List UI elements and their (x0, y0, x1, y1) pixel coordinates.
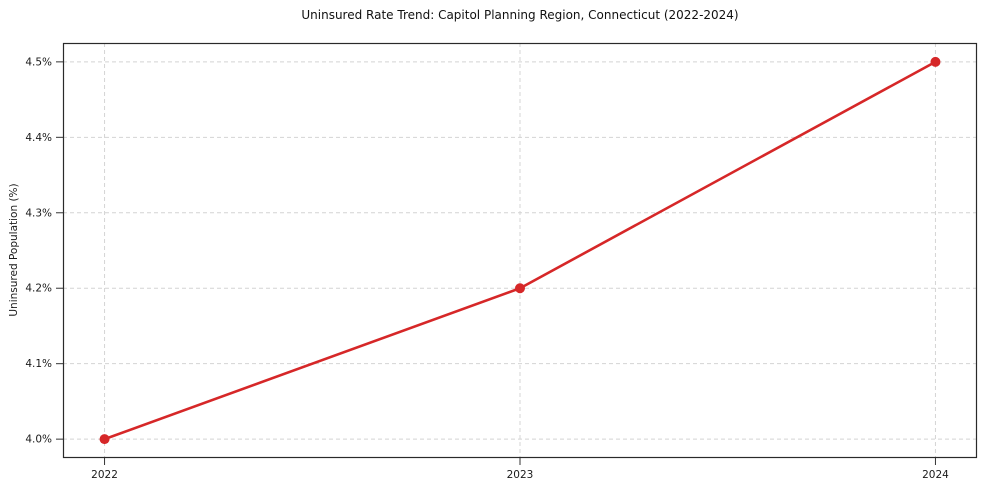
y-tick-label: 4.5% (25, 56, 52, 68)
plot-border (62, 42, 978, 459)
y-tick-label: 4.4% (25, 132, 52, 144)
data-point-marker (99, 434, 110, 445)
chart-title: Uninsured Rate Trend: Capitol Planning R… (301, 8, 739, 22)
y-tick-label: 4.3% (25, 207, 52, 219)
data-point-marker (515, 283, 525, 294)
y-tick-label: 4.0% (25, 434, 52, 446)
x-tick-label: 2023 (507, 469, 534, 481)
plot-area: 4.0% 4.1% 4.2% 4.3% 4.4% 4.5% 2022 2023 2024 (25, 42, 978, 481)
x-tick-label: 2022 (91, 469, 118, 481)
x-tick-label: 2024 (922, 469, 949, 481)
y-tick-label: 4.2% (25, 283, 52, 295)
y-tick-label: 4.1% (25, 358, 52, 370)
data-point-marker (930, 56, 941, 67)
y-axis-label: Uninsured Population (%) (8, 183, 20, 317)
